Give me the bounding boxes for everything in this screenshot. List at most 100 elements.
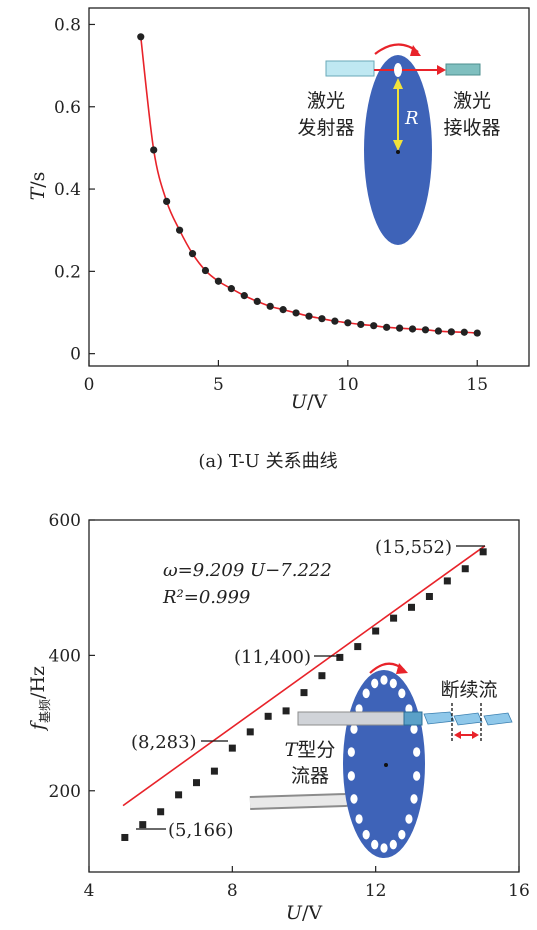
disk-hole-icon [362,829,370,840]
chart-a-plot-area [88,7,530,367]
radius-arrowhead-top-icon [393,78,403,89]
data-point [408,603,415,611]
data-point [139,821,147,829]
y-tick-label: 200 [49,782,81,802]
chart-a-inset-diagram: R 激光 发射器 激光 接收器 [297,43,501,245]
chart-b: 断续流 T型分 流器 4 8 12 16 200 400 600 ω=9.209 U−7.2… [27,511,530,924]
receiver-label-line2: 接收器 [443,117,500,139]
disk-hole-icon [405,704,413,714]
splitter-label-t: T [285,739,299,761]
data-point [479,548,487,556]
data-point [279,306,287,314]
data-point [266,302,274,310]
annotation-5-166: (5,166) [168,820,234,841]
data-point [188,250,197,258]
annotation-11-400: (11,400) [234,647,311,668]
chart-b-plot-area [88,519,520,873]
data-point [318,672,326,680]
radius-label: R [404,108,419,129]
y-tick-label: 0.4 [54,180,81,200]
disk-holes [347,675,421,853]
data-point [383,323,391,331]
chart-a-x-axis-label: U/V [291,391,327,413]
data-point [282,707,290,715]
data-point [300,689,308,697]
chart-a: 0 5 10 15 0 0.2 0.4 0.6 0.8 U/V T/s R 激光 发射器 [27,7,530,413]
data-point [240,292,248,300]
y-tick-label: 0.2 [54,262,81,282]
receiver-label-line1: 激光 [453,90,491,112]
y-tick-label: 0.6 [54,98,81,118]
disk-hole-icon [371,678,379,689]
y-tick-label: 600 [49,511,81,531]
data-point [121,833,129,841]
chart-a-y-axis-label: T/s [27,172,49,201]
t-splitter-outlet-icon [403,711,423,726]
chart-a-axis-ticks: 0 5 10 15 0 0.2 0.4 0.6 0.8 [54,15,488,395]
disk-hole-icon [362,688,370,699]
chart-b-equation: ω=9.209 U−7.222 [163,560,332,581]
data-point [264,712,272,720]
data-point [292,309,300,317]
y-tick-label: 0.8 [54,15,81,35]
disk-hole-icon [350,724,358,734]
rotation-arrowhead-icon [396,663,408,674]
data-point [210,767,218,775]
data-point [137,33,145,41]
x-tick-label: 5 [213,375,224,395]
data-point [305,312,313,320]
data-point [228,744,236,752]
intermittent-flow-icon [423,703,513,742]
chart-b-annotations: (15,552) (11,400) (8,283) (5,166) [131,537,485,841]
laser-beam-arrowhead-icon [437,65,446,75]
laser-receiver-icon [445,63,481,76]
data-point [175,791,183,799]
data-point [460,328,468,336]
data-point [408,325,417,333]
data-point [473,329,481,337]
chart-b-y-axis-label: f基频/Hz [27,666,52,732]
data-point [193,779,200,787]
chart-b-fit-line [122,545,486,807]
data-point [253,297,261,305]
disk-hole-icon [350,794,358,804]
data-point [201,266,210,275]
disk-hole-icon [389,678,397,689]
data-point [344,319,352,327]
data-point [214,277,223,285]
disk-hole-icon [410,794,418,804]
t-splitter-horizontal-pipe-icon [297,711,419,726]
t-splitter-pipe-inner-icon [249,719,361,808]
data-point [395,324,404,332]
disk-hole-icon [380,843,388,853]
data-point [163,197,171,206]
chart-b-inset-diagram: 断续流 T型分 流器 [249,662,513,858]
x-tick-label: 16 [508,881,530,901]
laser-emitter-icon [325,60,375,77]
disk-hole-icon [371,839,379,850]
disk-hole-icon [398,688,406,699]
chart-b-r-squared: R²=0.999 [162,587,250,608]
emitter-label-line2: 发射器 [297,117,354,139]
data-point [372,627,380,635]
disk-hole-icon [405,814,413,824]
disk-hole-icon [380,675,388,685]
data-point [157,808,165,816]
data-point [461,565,469,573]
disk-hole-icon [413,771,421,781]
x-tick-label: 0 [84,375,95,395]
chart-b-data-points [121,548,487,841]
data-point [357,320,365,329]
flow-label: 断续流 [440,679,497,701]
chart-b-x-axis-label: U/V [286,902,322,924]
data-point [150,146,158,154]
disk-hole-icon [355,704,363,714]
data-point [370,322,378,330]
chart-b-axis-ticks: 4 8 12 16 200 400 600 [49,511,530,901]
annotation-8-283: (8,283) [131,732,197,753]
x-tick-label: 10 [337,375,359,395]
data-point [227,285,235,293]
chart-a-caption: (a) T-U 关系曲线 [198,451,337,472]
disk-hole-icon [347,771,355,781]
